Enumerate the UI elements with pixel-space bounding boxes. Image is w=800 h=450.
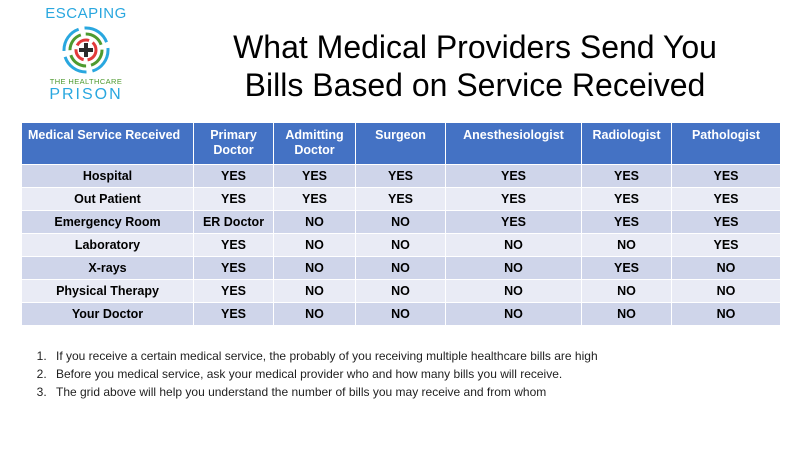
title-line-1: What Medical Providers Send You (233, 29, 717, 65)
table-cell: NO (445, 302, 582, 326)
table-cell: NO (273, 233, 356, 257)
table-cell: YES (581, 210, 672, 234)
table-cell: NO (445, 256, 582, 280)
column-header: Admitting Doctor (273, 122, 356, 165)
table-cell: NO (445, 233, 582, 257)
table-cell: NO (671, 302, 781, 326)
table-cell: NO (355, 302, 446, 326)
table-row: Hospital YES YES YES YES YES YES (21, 164, 781, 188)
table-cell: NO (355, 210, 446, 234)
logo-bottom-text: PRISON (49, 86, 123, 103)
table-cell: YES (581, 187, 672, 211)
table-cell: YES (445, 187, 582, 211)
table-cell: NO (581, 302, 672, 326)
table-cell: NO (671, 256, 781, 280)
table-cell: YES (273, 187, 356, 211)
column-header: Pathologist (671, 122, 781, 165)
list-item: The grid above will help you understand … (50, 383, 790, 401)
column-header: Primary Doctor (193, 122, 274, 165)
billing-grid-table: Medical Service Received Primary Doctor … (21, 122, 781, 326)
table-cell: NO (273, 256, 356, 280)
table-row: Laboratory YES NO NO NO NO YES (21, 233, 781, 257)
logo-middle-text: THE HEALTHCARE (49, 77, 123, 86)
table-cell: Hospital (21, 164, 194, 188)
table-cell: NO (355, 233, 446, 257)
table-row: X-rays YES NO NO NO YES NO (21, 256, 781, 280)
table-cell: YES (193, 256, 274, 280)
table-row: Physical Therapy YES NO NO NO NO NO (21, 279, 781, 303)
table-cell: X-rays (21, 256, 194, 280)
table-cell: YES (581, 256, 672, 280)
table-cell: NO (355, 279, 446, 303)
logo-top-text: ESCAPING (45, 5, 127, 22)
column-header: Anesthesiologist (445, 122, 582, 165)
table-cell: Laboratory (21, 233, 194, 257)
list-item: If you receive a certain medical service… (50, 347, 790, 365)
table-cell: Your Doctor (21, 302, 194, 326)
table-cell: YES (671, 233, 781, 257)
table-cell: NO (355, 256, 446, 280)
logo: ESCAPING THE HEALTHCARE PRISON (36, 6, 136, 110)
table-cell: NO (581, 279, 672, 303)
table-cell: Emergency Room (21, 210, 194, 234)
table-cell: Physical Therapy (21, 279, 194, 303)
table-cell: Out Patient (21, 187, 194, 211)
table-cell: NO (671, 279, 781, 303)
table-cell: YES (671, 187, 781, 211)
table-cell: YES (355, 164, 446, 188)
maze-cross-icon (62, 26, 110, 74)
table-cell: YES (445, 210, 582, 234)
page-title: What Medical Providers Send You Bills Ba… (170, 28, 780, 104)
table-row: Emergency Room ER Doctor NO NO YES YES Y… (21, 210, 781, 234)
table-cell: YES (193, 279, 274, 303)
table-cell: YES (193, 187, 274, 211)
table-cell: NO (273, 210, 356, 234)
table-cell: ER Doctor (193, 210, 274, 234)
table-row: Your Doctor YES NO NO NO NO NO (21, 302, 781, 326)
table-cell: YES (193, 302, 274, 326)
table-cell: NO (273, 279, 356, 303)
notes-list: If you receive a certain medical service… (24, 347, 790, 401)
table-row: Out Patient YES YES YES YES YES YES (21, 187, 781, 211)
table-cell: YES (445, 164, 582, 188)
column-header: Surgeon (355, 122, 446, 165)
title-line-2: Bills Based on Service Received (244, 67, 706, 103)
column-header: Radiologist (581, 122, 672, 165)
table-cell: YES (671, 164, 781, 188)
table-header-row: Medical Service Received Primary Doctor … (21, 122, 781, 165)
table-cell: YES (193, 164, 274, 188)
table-cell: YES (671, 210, 781, 234)
table-cell: NO (273, 302, 356, 326)
column-header: Medical Service Received (21, 122, 194, 165)
table-cell: YES (273, 164, 356, 188)
table-cell: NO (445, 279, 582, 303)
table-cell: YES (355, 187, 446, 211)
list-item: Before you medical service, ask your med… (50, 365, 790, 383)
table-cell: YES (581, 164, 672, 188)
table-cell: YES (193, 233, 274, 257)
table-cell: NO (581, 233, 672, 257)
